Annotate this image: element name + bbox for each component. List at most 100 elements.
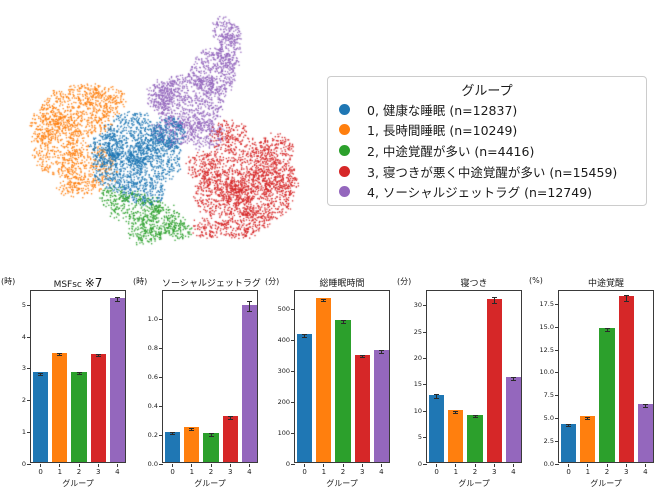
- y-tick-label: 400: [277, 335, 290, 344]
- error-bar: [172, 432, 174, 435]
- chart-title: MSFsc ※7: [53, 276, 103, 290]
- x-axis-label: グループ: [62, 479, 94, 488]
- x-tick-label: 0: [302, 468, 307, 476]
- chart-title: 寝つき: [460, 279, 488, 289]
- plot-area: 0 1 2 3 4 5 0 1 2 3 4: [22, 290, 126, 476]
- error-bar: [493, 297, 495, 304]
- error-bar-cap: [623, 300, 629, 302]
- x-axis-label: グループ: [194, 479, 226, 488]
- error-bar-cap: [38, 372, 44, 374]
- y-tick-mark: [27, 304, 31, 306]
- bar-group-0: [164, 431, 181, 462]
- y-tick-label: 2: [21, 396, 26, 404]
- bar-group-0: [32, 372, 49, 462]
- error-bar-cap: [510, 380, 516, 382]
- error-bar-cap: [434, 394, 440, 396]
- legend-label: 0, 健康な睡眠 (n=12837): [367, 102, 518, 118]
- error-bar-cap: [491, 302, 497, 304]
- y-tick-mark: [555, 372, 559, 374]
- error-bar-cap: [227, 415, 233, 417]
- x-tick-mark: [380, 464, 382, 467]
- y-tick-mark: [159, 319, 163, 321]
- error-bar-cap: [453, 410, 459, 412]
- x-tick-mark: [342, 464, 344, 467]
- x-tick-mark: [59, 464, 61, 467]
- plot-area: 0 5 10 15 20 25 30 0 1 2 3 4: [414, 290, 522, 476]
- bar-group-0: [560, 423, 577, 462]
- legend-label: 4, ソーシャルジェットラグ (n=12749): [367, 185, 593, 201]
- bar-group-1: [52, 352, 68, 462]
- error-bar-cap: [114, 297, 120, 299]
- y-tick-mark: [555, 395, 559, 397]
- y-tick-label: 20: [413, 354, 422, 362]
- y-tick-mark: [555, 304, 559, 306]
- y-tick-label: 0.6: [147, 373, 158, 381]
- x-tick-label: 4: [115, 468, 120, 476]
- y-tick-mark: [423, 358, 427, 359]
- y-tick-mark: [291, 339, 295, 341]
- error-bar-cap: [585, 419, 591, 421]
- umap-scatter-plot: [0, 0, 330, 265]
- y-tick-mark: [555, 417, 559, 419]
- chart-title: 中途覚醒: [587, 279, 624, 289]
- y-tick-label: 0.0: [543, 459, 554, 468]
- error-bar: [304, 334, 306, 338]
- chart-social-jetlag: (時) ソーシャルジェットラグ 0.0 0.2 0.4 0.6 0.8 1.0 0 1 2 3 4 …: [132, 272, 264, 495]
- bar-group-2: [71, 371, 87, 462]
- y-tick-mark: [159, 348, 163, 350]
- error-bar-cap: [623, 295, 629, 297]
- error-bar-cap: [434, 397, 440, 399]
- error-bar-cap: [340, 322, 346, 324]
- x-tick-mark: [97, 464, 99, 467]
- x-tick-label: 4: [643, 468, 648, 476]
- error-bar: [587, 417, 589, 420]
- error-bar-cap: [378, 350, 384, 352]
- error-bar-cap: [359, 354, 365, 356]
- y-tick-label: 15: [413, 380, 422, 389]
- x-tick-label: 0: [434, 468, 439, 476]
- bar-group-2: [467, 414, 483, 462]
- x-tick-label: 2: [604, 468, 610, 476]
- error-bar-cap: [585, 416, 591, 418]
- error-bar: [59, 353, 61, 356]
- x-tick-mark: [40, 464, 42, 467]
- error-bar-cap: [208, 433, 214, 435]
- error-bar: [512, 377, 514, 381]
- error-bar-cap: [189, 430, 195, 432]
- x-tick-mark: [568, 464, 570, 467]
- y-tick-label: 12.5: [539, 345, 554, 354]
- bar-group-4: [373, 350, 390, 462]
- chart-msfsc: (時) MSFsc ※7 0 1 2 3 4 5 0 1 2 3 4 グループ: [0, 272, 132, 495]
- y-tick-mark: [423, 437, 427, 439]
- error-bar: [342, 320, 344, 324]
- y-tick-label: 500: [277, 305, 290, 314]
- y-axis-unit: (時): [1, 277, 16, 286]
- error-bar-cap: [604, 331, 610, 333]
- error-bar-cap: [227, 419, 233, 421]
- x-tick-label: 2: [472, 468, 478, 476]
- error-bar-cap: [170, 432, 176, 434]
- y-tick-label: 4: [21, 332, 26, 341]
- bar-group-4: [109, 297, 126, 462]
- y-axis-unit: (分): [265, 277, 280, 286]
- bar-group-3: [486, 298, 502, 462]
- bar-group-2: [335, 319, 351, 462]
- x-tick-mark: [248, 464, 250, 467]
- x-tick-label: 1: [57, 468, 63, 476]
- y-tick-label: 25: [413, 327, 422, 336]
- y-tick-label: 0: [21, 459, 26, 468]
- y-tick-mark: [423, 463, 427, 465]
- error-bar-cap: [491, 297, 497, 299]
- error-bar: [78, 372, 80, 375]
- y-tick-mark: [291, 432, 295, 434]
- y-tick-mark: [159, 405, 163, 407]
- y-tick-label: 100: [277, 428, 290, 437]
- y-tick-label: 200: [277, 397, 290, 406]
- y-tick-label: 0.4: [147, 401, 158, 410]
- y-tick-label: 0.8: [147, 344, 158, 353]
- x-tick-label: 4: [247, 468, 252, 476]
- bar-group-4: [241, 304, 258, 462]
- y-tick-label: 0.2: [147, 430, 158, 439]
- legend-item-1: 1, 長時間睡眠 (n=10249): [328, 120, 646, 141]
